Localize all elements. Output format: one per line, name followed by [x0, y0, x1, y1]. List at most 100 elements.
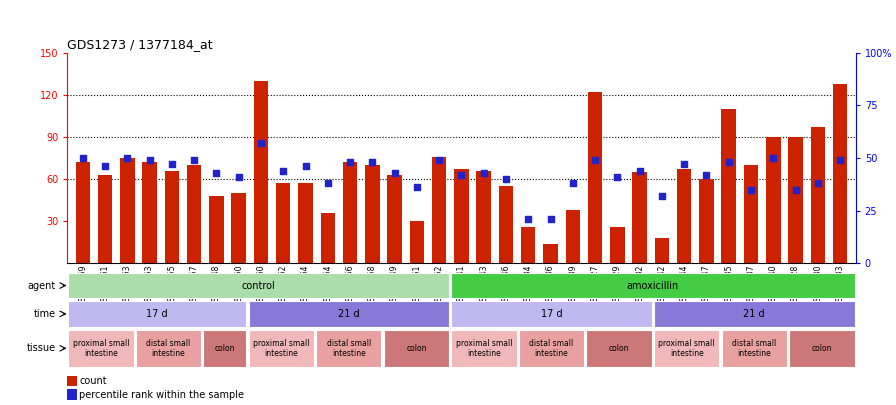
FancyBboxPatch shape	[452, 273, 855, 298]
Text: 21 d: 21 d	[338, 309, 359, 319]
FancyBboxPatch shape	[789, 330, 855, 367]
Point	[699, 172, 713, 178]
Bar	[588, 92, 602, 263]
Text: count: count	[79, 376, 107, 386]
Point	[366, 159, 380, 165]
Point	[142, 157, 157, 163]
Text: 17 d: 17 d	[147, 309, 168, 319]
Point	[766, 155, 780, 161]
Text: 21 d: 21 d	[744, 309, 765, 319]
Text: GDS1273 / 1377184_at: GDS1273 / 1377184_at	[67, 38, 213, 51]
FancyBboxPatch shape	[248, 301, 449, 326]
Bar	[67, 389, 77, 400]
Point	[210, 169, 224, 176]
Point	[477, 169, 491, 176]
Point	[165, 161, 179, 168]
Bar	[521, 227, 536, 263]
Point	[321, 180, 335, 186]
Point	[833, 157, 848, 163]
Point	[677, 161, 692, 168]
Text: proximal small
intestine: proximal small intestine	[659, 339, 715, 358]
Point	[387, 169, 401, 176]
Bar	[721, 109, 736, 263]
Point	[655, 193, 669, 199]
Bar	[454, 169, 469, 263]
Bar	[98, 175, 112, 263]
Point	[120, 155, 134, 161]
Point	[588, 157, 602, 163]
FancyBboxPatch shape	[452, 330, 517, 367]
Text: distal small
intestine: distal small intestine	[146, 339, 191, 358]
Bar	[409, 221, 424, 263]
Text: percentile rank within the sample: percentile rank within the sample	[79, 390, 244, 400]
FancyBboxPatch shape	[68, 330, 134, 367]
Text: time: time	[34, 309, 56, 319]
Bar	[565, 210, 580, 263]
Point	[432, 157, 446, 163]
Bar	[209, 196, 224, 263]
Point	[610, 174, 625, 180]
Text: colon: colon	[812, 344, 832, 353]
Text: tissue: tissue	[27, 343, 56, 353]
FancyBboxPatch shape	[721, 330, 787, 367]
Point	[343, 159, 358, 165]
FancyBboxPatch shape	[452, 301, 651, 326]
Bar	[788, 137, 803, 263]
Point	[633, 167, 647, 174]
Bar	[231, 193, 246, 263]
Bar	[633, 172, 647, 263]
Point	[543, 216, 557, 222]
Text: proximal small
intestine: proximal small intestine	[253, 339, 309, 358]
Point	[721, 159, 736, 165]
Text: distal small
intestine: distal small intestine	[327, 339, 371, 358]
Bar	[298, 183, 313, 263]
Bar	[387, 175, 402, 263]
Point	[98, 163, 112, 170]
Text: proximal small
intestine: proximal small intestine	[456, 339, 513, 358]
Bar	[655, 238, 669, 263]
FancyBboxPatch shape	[68, 301, 246, 326]
Text: colon: colon	[215, 344, 235, 353]
Point	[231, 174, 246, 180]
Bar	[165, 171, 179, 263]
Point	[75, 155, 90, 161]
Point	[276, 167, 290, 174]
Text: 17 d: 17 d	[541, 309, 563, 319]
FancyBboxPatch shape	[519, 330, 584, 367]
Bar	[343, 162, 358, 263]
Text: control: control	[242, 281, 276, 290]
Bar	[254, 81, 268, 263]
Point	[254, 140, 268, 147]
Point	[788, 186, 803, 193]
Bar	[276, 183, 290, 263]
Bar	[120, 158, 134, 263]
Bar	[365, 165, 380, 263]
FancyBboxPatch shape	[68, 273, 449, 298]
Point	[565, 180, 580, 186]
Text: amoxicillin: amoxicillin	[627, 281, 679, 290]
Text: distal small
intestine: distal small intestine	[530, 339, 573, 358]
Bar	[699, 179, 714, 263]
Bar	[833, 83, 848, 263]
Bar	[499, 186, 513, 263]
Point	[499, 176, 513, 182]
Point	[454, 172, 469, 178]
FancyBboxPatch shape	[248, 330, 314, 367]
Bar	[811, 127, 825, 263]
Bar	[766, 137, 780, 263]
Point	[187, 157, 202, 163]
Bar	[75, 162, 90, 263]
Bar	[187, 165, 202, 263]
Point	[298, 163, 313, 170]
Point	[521, 216, 536, 222]
Bar	[610, 227, 625, 263]
Point	[811, 180, 825, 186]
Text: distal small
intestine: distal small intestine	[732, 339, 777, 358]
Text: colon: colon	[406, 344, 426, 353]
Text: proximal small
intestine: proximal small intestine	[73, 339, 129, 358]
FancyBboxPatch shape	[654, 330, 719, 367]
Text: colon: colon	[609, 344, 629, 353]
FancyBboxPatch shape	[203, 330, 246, 367]
Point	[409, 184, 424, 191]
Bar	[543, 243, 558, 263]
